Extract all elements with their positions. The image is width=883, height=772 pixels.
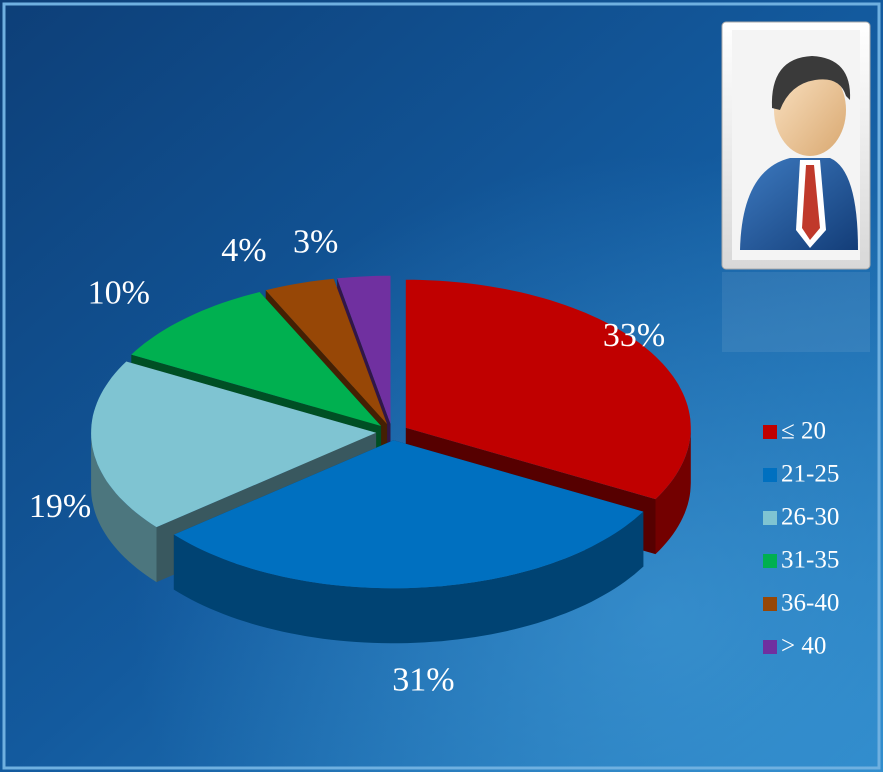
legend-swatch xyxy=(763,554,777,568)
legend-label: 26-30 xyxy=(781,504,839,531)
data-label: 10% xyxy=(88,275,150,312)
user-icon xyxy=(722,22,870,352)
legend-label: ≤ 20 xyxy=(781,418,826,445)
data-label: 4% xyxy=(221,232,266,269)
data-label: 33% xyxy=(603,317,665,354)
legend-swatch xyxy=(763,640,777,654)
legend-swatch xyxy=(763,597,777,611)
legend-label: > 40 xyxy=(781,633,826,660)
data-label: 19% xyxy=(29,488,91,525)
legend-swatch xyxy=(763,468,777,482)
legend-label: 36-40 xyxy=(781,590,839,617)
page: {"chart_data": {"type": "pie3d", "catego… xyxy=(0,0,883,772)
legend-label: 21-25 xyxy=(781,461,839,488)
data-label: 31% xyxy=(392,662,454,699)
chart: 33% 31% 19% 10% 4% 3% ≤ 20 21-25 26-30 31-35 36-4… xyxy=(0,0,883,772)
legend-label: 31-35 xyxy=(781,547,839,574)
data-label: 3% xyxy=(293,223,338,260)
legend-swatch xyxy=(763,511,777,525)
legend-swatch xyxy=(763,425,777,439)
icon-reflection xyxy=(722,272,870,352)
